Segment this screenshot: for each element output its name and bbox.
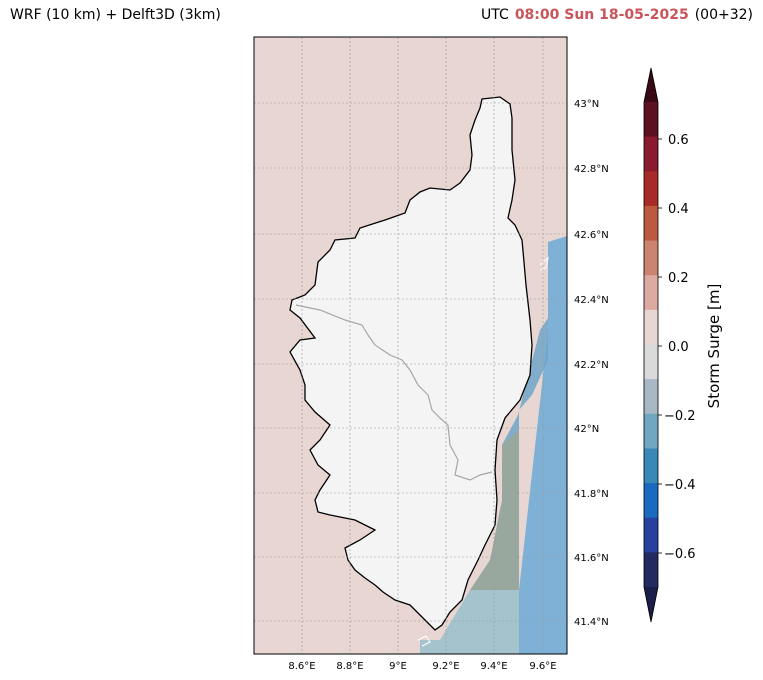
lat-tick: 41.6°N <box>574 553 609 564</box>
lat-tick: 42°N <box>574 424 599 435</box>
colorbar-segment <box>644 205 658 242</box>
colorbar-segment <box>644 483 658 519</box>
chart-title-left: WRF (10 km) + Delft3D (3km) <box>10 7 221 23</box>
lat-tick: 41.4°N <box>574 617 609 628</box>
map-frame <box>253 36 568 655</box>
colorbar-cap-top <box>644 68 658 102</box>
colorbar-segment <box>644 517 658 553</box>
colorbar-outline <box>643 67 659 623</box>
chart-title-right: UTC 08:00 Sun 18-05-2025 (00+32) <box>481 7 753 23</box>
lon-tick: 9.6°E <box>529 661 556 672</box>
colorbar-segment <box>644 136 658 172</box>
lat-tick: 42.4°N <box>574 295 609 306</box>
colorbar-segment <box>644 379 658 415</box>
graticule <box>254 37 567 654</box>
utc-label: UTC <box>481 7 509 23</box>
lat-tick: 43°N <box>574 99 599 110</box>
lat-tick: 42.6°N <box>574 230 609 241</box>
colorbar-tick-label: 0.4 <box>668 202 689 217</box>
corsica-land <box>289 96 533 631</box>
colorbar-segment <box>644 240 658 276</box>
colorbar-segments <box>644 102 658 588</box>
lon-tick: 9°E <box>389 661 407 672</box>
colorbar-tick-label: −0.2 <box>664 409 696 424</box>
lead-time: (00+32) <box>694 7 753 23</box>
department-border <box>295 304 493 481</box>
lon-tick: 8.6°E <box>288 661 315 672</box>
lat-tick: 42.8°N <box>574 164 609 175</box>
forecast-datetime: 08:00 Sun 18-05-2025 <box>514 7 689 23</box>
map-panel <box>253 36 568 655</box>
colorbar-segment <box>644 171 658 207</box>
colorbar-segment <box>644 552 658 588</box>
colorbar-tick-label: 0.2 <box>668 271 689 286</box>
lon-tick: 8.8°E <box>336 661 363 672</box>
zero-contour-sw <box>417 635 431 647</box>
surge-patch-green <box>470 430 519 590</box>
lat-tick: 41.8°N <box>574 489 609 500</box>
colorbar-segment <box>644 413 658 449</box>
colorbar-segment <box>644 309 658 345</box>
colorbar-segment <box>644 344 658 380</box>
lon-tick: 9.2°E <box>432 661 459 672</box>
lon-tick: 9.4°E <box>480 661 507 672</box>
colorbar-tick-marks <box>658 138 662 554</box>
longitude-ticks: 8.6°E 8.8°E 9°E 9.2°E 9.4°E 9.6°E <box>288 661 556 672</box>
colorbar-tick-label: 0.0 <box>668 340 689 355</box>
lat-tick: 42.2°N <box>574 360 609 371</box>
colorbar-segment <box>644 102 658 138</box>
colorbar-tick-label: −0.4 <box>664 478 696 493</box>
colorbar-label: Storm Surge [m] <box>705 284 723 409</box>
colorbar-tick-label: 0.6 <box>668 133 689 148</box>
colorbar-segment <box>644 275 658 311</box>
colorbar: 0.6 0.4 0.2 0.0 −0.2 −0.4 −0.6 Storm Sur… <box>643 67 723 623</box>
colorbar-segment <box>644 448 658 484</box>
colorbar-tick-label: −0.6 <box>664 547 696 562</box>
colorbar-cap-bottom <box>644 587 658 622</box>
latitude-ticks: 43°N 42.8°N 42.6°N 42.4°N 42.2°N 42°N 41… <box>574 99 609 628</box>
